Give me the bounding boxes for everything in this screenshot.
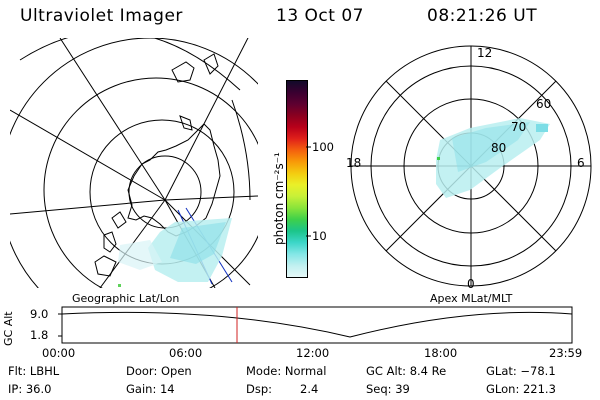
info-gc-alt: GC Alt: 8.4 Re [366, 364, 447, 378]
mlt-label-6: 6 [577, 156, 585, 170]
time-label: 08:21:26 UT [427, 6, 538, 26]
altitude-y-max: 9.0 [30, 307, 49, 321]
colorbar-tick-10: 10 [312, 229, 327, 243]
magnetic-panel-label: Apex MLat/MLT [430, 292, 513, 305]
date-label: 13 Oct 07 [276, 6, 364, 26]
altitude-axis-label: GC Alt [2, 311, 15, 346]
aurora-emission-left [118, 218, 232, 287]
aurora-emission-right [436, 118, 550, 198]
lat-label-70: 70 [511, 120, 527, 134]
mlt-label-0: 0 [467, 277, 475, 291]
mlt-label-12: 12 [477, 46, 493, 60]
info-dsp-value: 2.4 [300, 382, 319, 396]
time-tick-0000: 00:00 [42, 346, 76, 360]
info-glon: GLon: 221.3 [486, 382, 556, 396]
altitude-y-min: 1.8 [30, 328, 49, 342]
lat-label-80: 80 [491, 141, 507, 155]
time-tick-1200: 12:00 [296, 346, 330, 360]
time-tick-2359: 23:59 [549, 346, 583, 360]
time-tick-1800: 18:00 [424, 346, 458, 360]
mlt-label-18: 18 [346, 156, 362, 170]
lat-label-60: 60 [536, 97, 552, 111]
info-ip: IP: 36.0 [8, 382, 52, 396]
info-dsp-label: Dsp: [246, 382, 273, 396]
colorbar-tick-100: 100 [312, 140, 334, 154]
info-glat: GLat: −78.1 [486, 364, 556, 378]
info-gain: Gain: 14 [126, 382, 175, 396]
geographic-panel-label: Geographic Lat/Lon [72, 292, 180, 305]
instrument-title: Ultraviolet Imager [20, 6, 183, 26]
time-tick-0600: 06:00 [169, 346, 203, 360]
info-flt: Flt: LBHL [8, 364, 60, 378]
info-seq: Seq: 39 [366, 382, 410, 396]
info-mode: Mode: Normal [246, 364, 327, 378]
info-door: Door: Open [126, 364, 192, 378]
colorbar [286, 80, 308, 278]
